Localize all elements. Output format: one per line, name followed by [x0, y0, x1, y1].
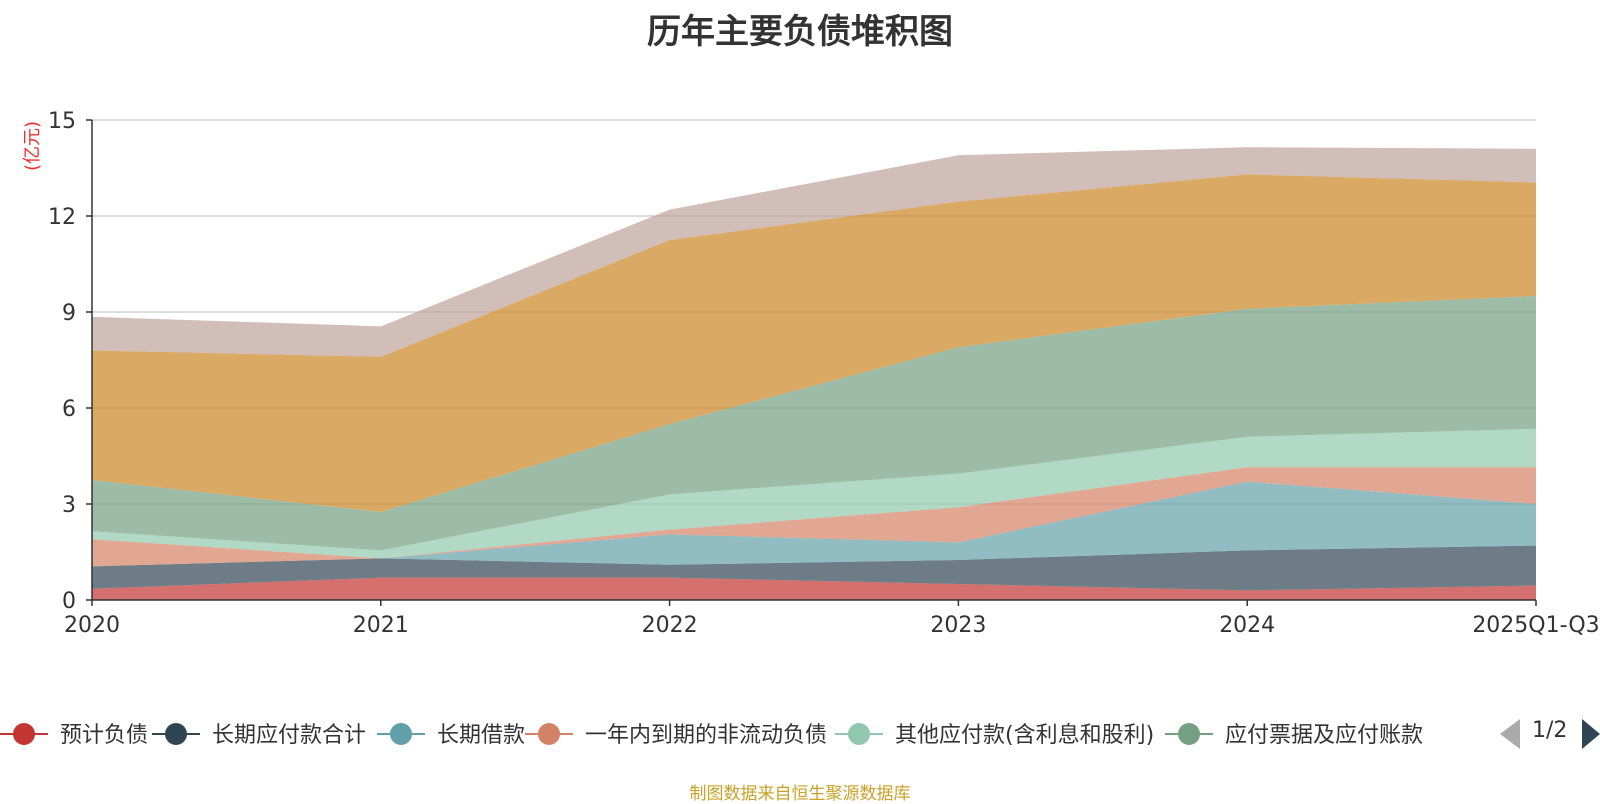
legend-label: 长期应付款合计	[212, 723, 366, 748]
chart-title: 历年主要负债堆积图	[647, 12, 953, 52]
legend-dot-marker	[390, 723, 412, 745]
y-tick-label: 3	[62, 493, 76, 518]
legend-label: 一年内到期的非流动负债	[585, 723, 827, 748]
area-series-5	[92, 428, 1536, 559]
area-series-3	[92, 481, 1536, 567]
legend-dot-marker	[1178, 723, 1200, 745]
y-axis-label: (亿元)	[22, 121, 43, 171]
legend-label: 应付票据及应付账款	[1225, 723, 1423, 748]
area-series-4	[92, 467, 1536, 567]
legend-dot-marker	[13, 723, 35, 745]
x-tick-label: 2023	[930, 613, 986, 638]
area-series-2	[92, 545, 1536, 591]
area-series-7	[92, 174, 1536, 512]
x-tick-label: 2021	[353, 613, 409, 638]
legend-item[interactable]: 其他应付款(含利息和股利)	[835, 723, 1154, 748]
legend-item[interactable]: 长期应付款合计	[152, 723, 366, 748]
x-tick-label: 2025Q1-Q3	[1472, 613, 1599, 638]
legend-item[interactable]: 长期借款	[377, 723, 525, 748]
legend-label: 预计负债	[60, 723, 148, 748]
x-tick-label: 2022	[642, 613, 698, 638]
area-series-6	[92, 296, 1536, 551]
legend-item[interactable]: 预计负债	[0, 723, 148, 748]
legend-label: 长期借款	[437, 723, 525, 748]
legend: 预计负债 长期应付款合计 长期借款 一年内到期的非流动负债 其他应付款(含利息和股利) 应…	[0, 710, 1600, 760]
y-tick-label: 12	[48, 205, 76, 230]
area-series	[92, 147, 1536, 600]
axes: 0 3 6 9 12 15 2020 2021 2022 2023 2024 2025Q1-Q3 (亿元…	[22, 109, 1600, 638]
legend-dot-marker	[538, 723, 560, 745]
y-tick-label: 9	[62, 301, 76, 326]
legend-dot-marker	[848, 723, 870, 745]
legend-label: 其他应付款(含利息和股利)	[895, 723, 1154, 748]
y-tick-label: 0	[62, 589, 76, 614]
legend-item[interactable]: 应付票据及应付账款	[1165, 723, 1423, 748]
legend-page-indicator: 1/2	[1532, 718, 1568, 743]
area-series-1	[92, 577, 1536, 600]
x-tick-label: 2020	[64, 613, 120, 638]
y-tick-label: 15	[48, 109, 76, 134]
legend-clip-mask	[1481, 710, 1600, 760]
area-series-8	[92, 147, 1536, 357]
legend-prev-icon[interactable]	[1500, 719, 1520, 749]
y-tick-label: 6	[62, 397, 76, 422]
legend-dot-marker	[165, 723, 187, 745]
legend-item[interactable]: 一年内到期的非流动负债	[525, 723, 827, 748]
legend-next-icon[interactable]	[1582, 719, 1600, 749]
source-note: 制图数据来自恒生聚源数据库	[689, 784, 911, 804]
x-tick-label: 2024	[1219, 613, 1275, 638]
